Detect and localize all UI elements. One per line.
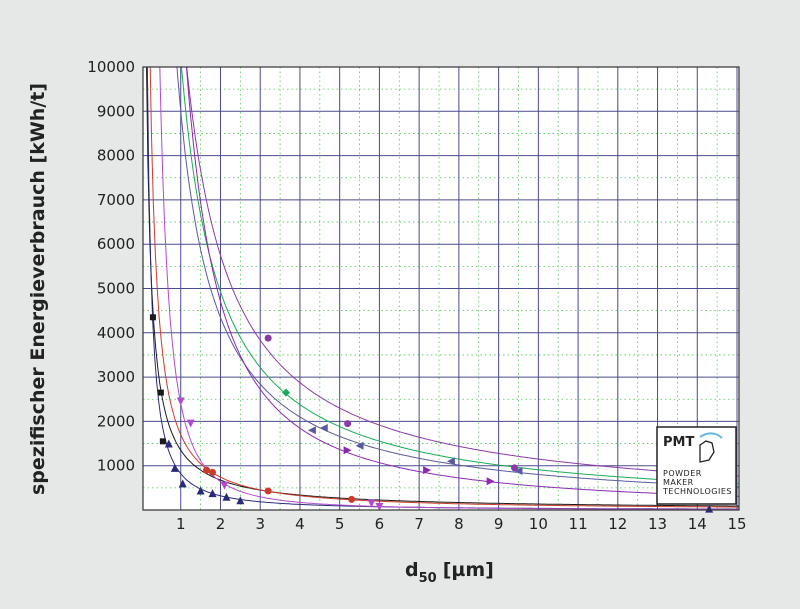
y-tick-label: 3000 — [97, 368, 135, 386]
data-point — [319, 424, 328, 433]
data-point — [264, 334, 272, 342]
y-tick-label: 1000 — [97, 457, 135, 475]
data-point — [264, 487, 272, 495]
logo-line3: TECHNOLOGIES — [662, 487, 732, 496]
fit-curve — [186, 67, 739, 477]
data-point — [209, 468, 217, 476]
y-axis-label: spezifischer Energieverbrauch [kWh/t] — [27, 83, 49, 495]
fit-curve — [176, 67, 739, 488]
data-point — [367, 499, 376, 508]
y-tick-label: 7000 — [97, 191, 135, 209]
data-point — [705, 504, 714, 513]
grid — [143, 66, 739, 510]
data-point — [486, 477, 495, 486]
x-tick-label: 14 — [688, 515, 707, 533]
y-tick-label: 5000 — [97, 280, 135, 298]
data-point — [178, 479, 187, 488]
data-point — [355, 441, 364, 450]
y-tick-label: 9000 — [97, 102, 135, 120]
x-axis-label-unit: [µm] — [443, 559, 494, 581]
x-tick-label: 3 — [255, 515, 265, 533]
pmt-logo: PMT POWDER MAKER TECHNOLOGIES — [656, 426, 737, 505]
data-point — [149, 314, 156, 321]
fit-curve — [159, 67, 739, 510]
y-tick-label: 8000 — [97, 147, 135, 165]
y-tick-label: 4000 — [97, 324, 135, 342]
data-point — [375, 502, 384, 511]
plot-frame — [142, 66, 740, 511]
logo-swoosh — [699, 432, 723, 439]
data-point — [344, 420, 352, 428]
logo-line2: MAKER — [663, 478, 694, 487]
data-point — [208, 489, 217, 498]
tick-labels: 1 2 3 4 5 6 7 8 9 10 11 12 13 14 151000200030004000500… — [87, 58, 746, 533]
x-tick-label: 15 — [727, 515, 746, 533]
x-tick-label: 4 — [295, 515, 305, 533]
data-point — [186, 419, 195, 428]
data-point — [282, 388, 291, 397]
x-tick-label: 1 — [176, 515, 186, 533]
data-point — [220, 481, 229, 490]
data-point — [446, 457, 455, 466]
y-tick-label: 6000 — [97, 235, 135, 253]
y-tick-label: 2000 — [97, 412, 135, 430]
data-markers — [149, 314, 714, 513]
fit-curve — [146, 67, 739, 507]
data-point — [423, 466, 432, 475]
x-tick-label: 8 — [454, 515, 464, 533]
x-tick-label: 13 — [648, 515, 667, 533]
data-point — [236, 496, 245, 505]
data-point — [348, 495, 356, 503]
logo-name: PMT — [663, 435, 694, 450]
data-point — [157, 389, 164, 396]
x-axis-label: d50 [µm] — [405, 559, 494, 586]
x-tick-label: 5 — [335, 515, 345, 533]
data-point — [514, 467, 523, 476]
data-point — [511, 464, 519, 472]
x-tick-label: 10 — [529, 515, 548, 533]
logo-frame — [656, 426, 737, 505]
data-point — [307, 426, 316, 435]
fit-curve — [180, 67, 739, 485]
data-point — [196, 486, 205, 495]
x-tick-label: 7 — [414, 515, 424, 533]
x-tick-label: 12 — [608, 515, 627, 533]
logo-line1: POWDER — [663, 469, 702, 478]
data-point — [164, 439, 173, 448]
y-tick-label: 10000 — [87, 58, 135, 76]
data-point — [159, 438, 166, 445]
data-point — [343, 446, 352, 455]
fit-curves — [146, 67, 739, 510]
data-point — [170, 463, 179, 472]
x-axis-label-sub: 50 — [419, 571, 437, 586]
x-tick-label: 9 — [494, 515, 504, 533]
logo-hand-icon — [699, 440, 715, 463]
fit-curve — [186, 67, 739, 497]
x-axis-label-main: d — [405, 559, 419, 581]
x-tick-label: 6 — [375, 515, 385, 533]
x-tick-label: 2 — [216, 515, 226, 533]
x-tick-label: 11 — [569, 515, 588, 533]
data-point — [222, 492, 231, 501]
fit-curve — [149, 67, 739, 508]
data-point — [176, 397, 185, 406]
data-point — [203, 466, 211, 474]
